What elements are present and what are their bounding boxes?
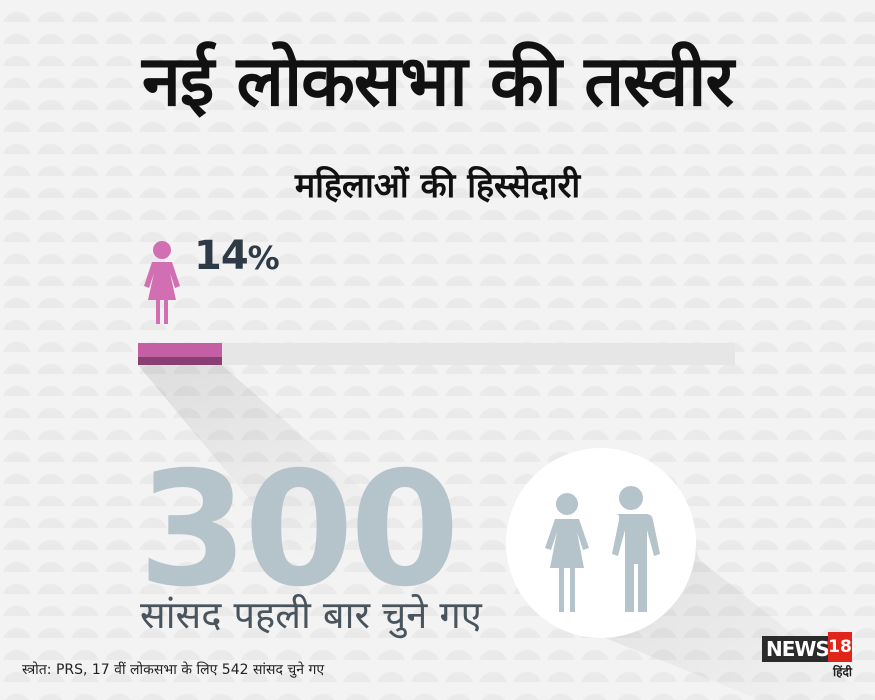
women-percent-unit: % [247, 239, 280, 277]
people-circle [506, 448, 696, 638]
women-percent-number: 14 [194, 233, 249, 279]
logo-news-text: NEWS [762, 636, 833, 662]
woman-icon [144, 241, 180, 324]
logo-number: 18 [828, 632, 852, 662]
source-note: स्त्रोत: PRS, 17 वीं लोकसभा के लिए 542 स… [22, 662, 325, 678]
women-percent-value: 14% [194, 230, 280, 284]
women-share-bar-track [138, 343, 735, 365]
page-title: नई लोकसभा की तस्वीर [141, 40, 734, 122]
news18-logo: NEWS 18 हिंदी [762, 632, 852, 682]
logo-language: हिंदी [833, 665, 852, 679]
first-time-mps-count: 300 [138, 438, 460, 622]
page-subtitle: महिलाओं की हिस्सेदारी [294, 166, 581, 206]
man-woman-icon [545, 486, 660, 612]
first-time-mps-caption: सांसद पहली बार चुने गए [140, 593, 482, 637]
women-share-bar-fill [138, 343, 222, 365]
